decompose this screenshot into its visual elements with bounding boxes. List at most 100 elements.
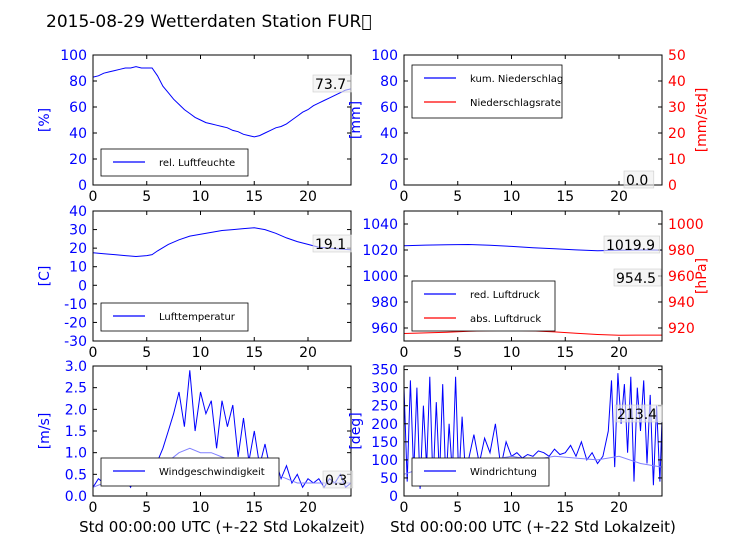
x-tick-label: 20 — [610, 345, 628, 361]
y-right-tick-label: 10 — [668, 152, 686, 168]
panel-3: 0 5 10 15 20 -30 -20 -10 0 10 20 30 40 [C] Lufttempera… — [37, 204, 352, 361]
x-tick-label: 5 — [142, 345, 151, 361]
y-tick-label: 1000 — [362, 269, 398, 285]
legend-box — [100, 302, 249, 332]
y-tick-label: 1020 — [362, 243, 398, 259]
y-right-tick-label: 0 — [668, 178, 677, 194]
x-tick-label: 5 — [453, 189, 462, 205]
y-tick-label: 0 — [389, 489, 398, 505]
y-tick-label: -20 — [64, 315, 87, 331]
y-right-axis-label: [mm/std] — [694, 88, 710, 153]
y-right-tick-label: 940 — [668, 295, 695, 311]
y-tick-label: -30 — [64, 334, 87, 350]
legend-box — [411, 64, 563, 119]
y-tick-label: 0.5 — [65, 467, 87, 483]
x-tick-label: 15 — [556, 500, 574, 516]
y-tick-label: 2.5 — [65, 381, 87, 397]
y-tick-label: -10 — [64, 297, 87, 313]
x-axis-label-left: Std 00:00:00 UTC (+-22 Std Lokalzeit) — [79, 518, 365, 536]
x-tick-label: 20 — [610, 189, 628, 205]
x-tick-label: 10 — [503, 500, 521, 516]
y-tick-label: 1040 — [362, 217, 398, 233]
x-tick-label: 20 — [610, 500, 628, 516]
x-tick-label: 0 — [400, 345, 409, 361]
y-tick-label: 100 — [371, 48, 398, 64]
y-tick-label: 60 — [380, 100, 398, 116]
y-tick-label: 60 — [69, 100, 87, 116]
y-axis-label: [mm] — [348, 101, 364, 139]
legend-entry: Lufttemperatur — [159, 312, 236, 323]
last-value-label: 1019.9 — [606, 238, 655, 254]
y-tick-label: 20 — [69, 241, 87, 257]
y-tick-label: 200 — [371, 417, 398, 433]
x-tick-label: 5 — [142, 500, 151, 516]
panel-2: 0 5 10 15 20 0 20 40 60 80 100 0 10 20 30 40 50 [mm] [mm/s… — [348, 48, 710, 205]
x-tick-label: 10 — [503, 345, 521, 361]
series-line-1 — [93, 66, 351, 138]
y-tick-label: 980 — [371, 295, 398, 311]
x-tick-label: 10 — [503, 189, 521, 205]
y-tick-label: 350 — [371, 363, 398, 379]
last-value-label: 954.5 — [616, 271, 656, 287]
x-axis-label-right: Std 00:00:00 UTC (+-22 Std Lokalzeit) — [390, 518, 676, 536]
y-right-tick-label: 50 — [668, 48, 686, 64]
y-tick-label: 0 — [389, 178, 398, 194]
y-tick-label: 50 — [380, 471, 398, 487]
legend-entry: Windrichtung — [470, 467, 537, 478]
last-value-label: 213.4 — [617, 407, 657, 423]
panel-4: 0 5 10 15 20 960 980 1000 1020 1040 920 940 960 980 10… — [362, 210, 710, 361]
x-tick-label: 0 — [89, 500, 98, 516]
last-value-label: 0.0 — [626, 173, 648, 189]
series-line-1 — [93, 227, 351, 258]
y-tick-label: 250 — [371, 399, 398, 415]
legend-entry: Niederschlagsrate — [470, 98, 561, 109]
plot-frame — [403, 54, 663, 186]
last-value-label: 19.1 — [315, 237, 346, 253]
y-tick-label: 20 — [69, 152, 87, 168]
y-tick-label: 1.5 — [65, 424, 87, 440]
x-tick-label: 5 — [453, 500, 462, 516]
x-tick-label: 20 — [299, 500, 317, 516]
x-tick-label: 0 — [89, 189, 98, 205]
x-tick-label: 20 — [299, 345, 317, 361]
last-value-label: 0.3 — [325, 473, 347, 489]
y-tick-label: 30 — [69, 223, 87, 239]
y-tick-label: 2.0 — [65, 402, 87, 418]
legend-box — [411, 457, 550, 487]
plot-frame — [92, 54, 352, 186]
y-tick-label: 40 — [69, 126, 87, 142]
plot-frame — [92, 210, 352, 342]
x-tick-label: 0 — [400, 500, 409, 516]
y-tick-label: 1.0 — [65, 446, 87, 462]
x-tick-label: 5 — [453, 345, 462, 361]
y-tick-label: 10 — [69, 260, 87, 276]
figure-title: 2015-08-29 Wetterdaten Station FUR  — [46, 12, 372, 32]
x-tick-label: 0 — [89, 345, 98, 361]
plot-frame — [403, 365, 663, 497]
y-right-tick-label: 980 — [668, 243, 695, 259]
y-tick-label: 0 — [78, 178, 87, 194]
y-tick-label: 960 — [371, 321, 398, 337]
x-tick-label: 15 — [245, 500, 263, 516]
y-tick-label: 40 — [69, 204, 87, 220]
last-value-label: 73.7 — [315, 77, 346, 93]
y-tick-label: 40 — [380, 126, 398, 142]
legend-box — [411, 280, 556, 332]
y-tick-label: 150 — [371, 435, 398, 451]
x-tick-label: 15 — [245, 189, 263, 205]
legend-entry: Windgeschwindigkeit — [159, 467, 265, 478]
x-tick-label: 15 — [556, 345, 574, 361]
y-right-tick-label: 20 — [668, 126, 686, 142]
y-axis-label: [deg] — [348, 412, 364, 449]
legend-entry: abs. Luftdruck — [470, 314, 541, 325]
y-tick-label: 100 — [60, 48, 87, 64]
y-tick-label: 100 — [371, 453, 398, 469]
y-right-tick-label: 920 — [668, 321, 695, 337]
legend-box — [100, 457, 280, 487]
x-tick-label: 15 — [556, 189, 574, 205]
y-tick-label: 0 — [78, 278, 87, 294]
panel-5: 0 5 10 15 20 0.0 0.5 1.0 1.5 2.0 2.5 3.0 [m/s] Windge… — [37, 359, 354, 516]
x-tick-label: 10 — [192, 189, 210, 205]
y-tick-label: 3.0 — [65, 359, 87, 375]
